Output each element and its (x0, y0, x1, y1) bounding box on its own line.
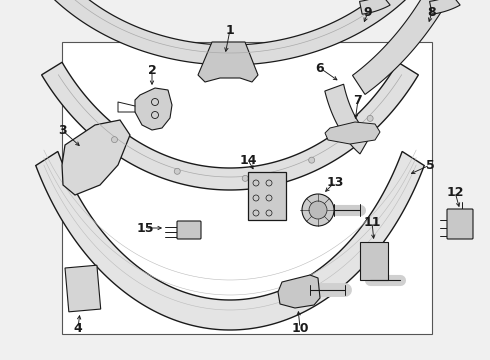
Text: 3: 3 (58, 123, 66, 136)
Text: 4: 4 (74, 321, 82, 334)
Polygon shape (198, 42, 258, 82)
Polygon shape (430, 0, 460, 14)
Text: 11: 11 (363, 216, 381, 229)
Text: 12: 12 (446, 185, 464, 198)
Polygon shape (278, 275, 320, 308)
Text: 1: 1 (225, 23, 234, 36)
Circle shape (309, 201, 327, 219)
Circle shape (302, 194, 334, 226)
Polygon shape (36, 152, 424, 330)
Circle shape (112, 137, 118, 143)
Text: 2: 2 (147, 63, 156, 77)
Text: 13: 13 (326, 176, 343, 189)
Text: 8: 8 (428, 5, 436, 18)
Polygon shape (360, 0, 390, 14)
Polygon shape (17, 0, 443, 65)
Bar (360, 242, 388, 280)
Polygon shape (42, 62, 418, 190)
Text: 5: 5 (426, 158, 434, 171)
Circle shape (367, 116, 373, 121)
Polygon shape (325, 122, 380, 144)
Text: 6: 6 (316, 62, 324, 75)
Text: 9: 9 (364, 5, 372, 18)
Polygon shape (62, 120, 130, 195)
Polygon shape (135, 88, 172, 130)
Bar (248, 172, 286, 220)
Text: 15: 15 (136, 221, 154, 234)
Circle shape (309, 157, 315, 163)
Text: 7: 7 (354, 94, 363, 107)
Bar (62, 42, 432, 334)
Bar (65, 265, 101, 312)
Polygon shape (352, 0, 487, 94)
Circle shape (174, 168, 180, 174)
Text: 14: 14 (239, 153, 257, 166)
FancyBboxPatch shape (447, 209, 473, 239)
Circle shape (242, 175, 248, 181)
Text: 10: 10 (291, 321, 309, 334)
FancyBboxPatch shape (177, 221, 201, 239)
Polygon shape (325, 84, 370, 154)
